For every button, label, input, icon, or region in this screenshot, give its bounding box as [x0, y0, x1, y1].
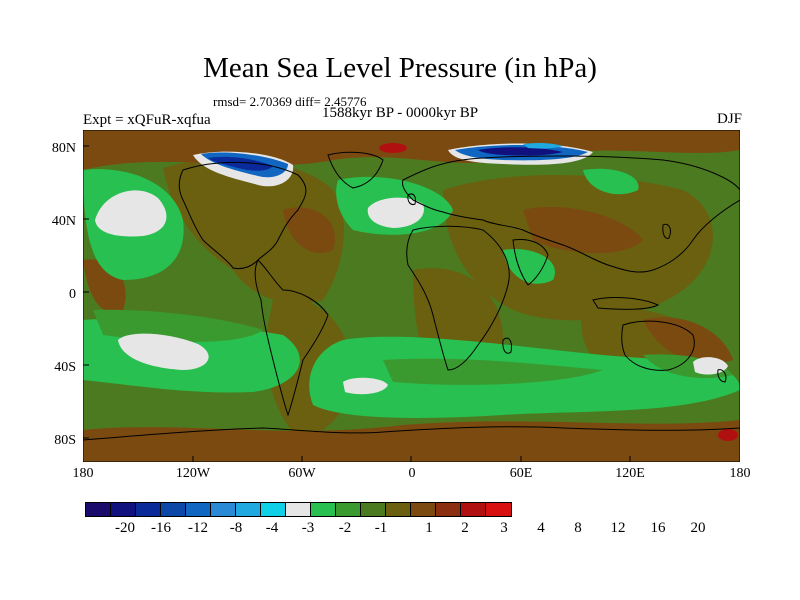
colorbar-label: -20 [110, 520, 140, 537]
colorbar-label: -12 [183, 520, 213, 537]
colorbar-label: 8 [563, 520, 593, 537]
map-title: Mean Sea Level Pressure (in hPa) [0, 52, 800, 85]
colorbar-label: -8 [221, 520, 251, 537]
colorbar-label: 3 [489, 520, 519, 537]
colorbar-label: -2 [330, 520, 360, 537]
colorbar-swatch [86, 503, 111, 516]
colorbar-swatch [136, 503, 161, 516]
lon-tick-60w: 60W [272, 466, 332, 482]
colorbar-label: 4 [526, 520, 556, 537]
lon-tick-180w: 180 [53, 466, 113, 482]
colorbar-label: -4 [257, 520, 287, 537]
colorbar-swatch [161, 503, 186, 516]
colorbar-swatch [436, 503, 461, 516]
experiment-label: Expt = xQFuR-xqfua [83, 112, 211, 129]
colorbar-swatch [386, 503, 411, 516]
colorbar-label: 1 [414, 520, 444, 537]
lat-tick-40n: 40N [36, 214, 76, 230]
lon-tick-60e: 60E [491, 466, 551, 482]
lon-tick-0: 0 [382, 466, 442, 482]
colorbar-swatch [336, 503, 361, 516]
lat-tick-40s: 40S [36, 360, 76, 376]
colorbar-swatch [361, 503, 386, 516]
colorbar-label: 20 [683, 520, 713, 537]
colorbar-label: 16 [643, 520, 673, 537]
colorbar [85, 502, 512, 517]
lat-tick-80s: 80S [36, 433, 76, 449]
lon-tick-120e: 120E [600, 466, 660, 482]
colorbar-swatch [411, 503, 436, 516]
colorbar-swatch [286, 503, 311, 516]
colorbar-swatch [211, 503, 236, 516]
colorbar-swatch [236, 503, 261, 516]
colorbar-label: -1 [366, 520, 396, 537]
colorbar-swatch [186, 503, 211, 516]
colorbar-swatch [461, 503, 486, 516]
season-label: DJF [717, 111, 742, 128]
colorbar-label: -16 [146, 520, 176, 537]
lat-tick-80n: 80N [36, 141, 76, 157]
colorbar-swatch [486, 503, 511, 516]
pressure-difference-map [83, 130, 740, 462]
colorbar-label: 12 [603, 520, 633, 537]
colorbar-swatch [311, 503, 336, 516]
colorbar-label: -3 [293, 520, 323, 537]
lon-tick-120w: 120W [163, 466, 223, 482]
lat-tick-0: 0 [36, 287, 76, 303]
lon-tick-180e: 180 [710, 466, 770, 482]
colorbar-swatch [261, 503, 286, 516]
period-label: 1588kyr BP - 0000kyr BP [322, 105, 478, 122]
colorbar-swatch [111, 503, 136, 516]
colorbar-label: 2 [450, 520, 480, 537]
